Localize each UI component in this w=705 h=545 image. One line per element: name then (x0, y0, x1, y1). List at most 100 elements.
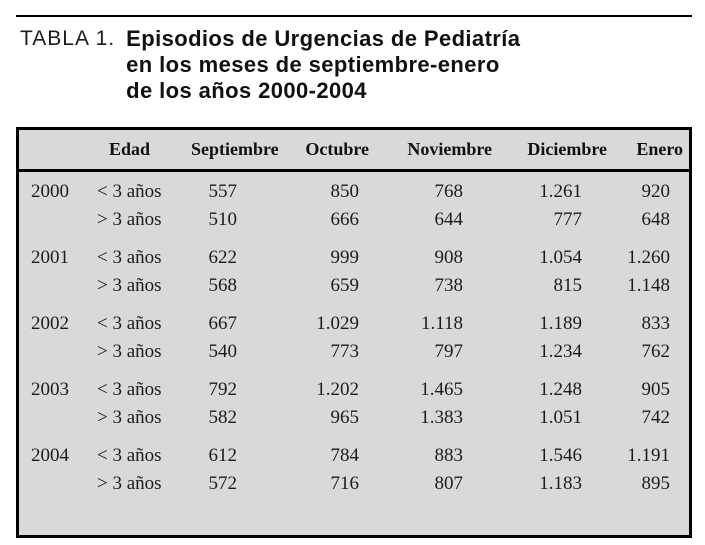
value-cell: 582 (208, 407, 238, 428)
year-cell (19, 206, 91, 234)
header-octubre: Octubre (305, 138, 369, 159)
value-cell: 644 (434, 209, 464, 230)
edad-cell: < 3 años (97, 445, 162, 466)
value-cell: 965 (330, 407, 360, 428)
value-cell: 557 (208, 181, 238, 202)
group-spacer-row (19, 300, 689, 310)
year-cell: 2001 (31, 247, 69, 268)
spacer-cell (19, 300, 689, 310)
value-cell: 1.029 (316, 313, 359, 334)
table-number-label: TABLA 1. (20, 27, 116, 50)
value-cell: 1.189 (539, 313, 582, 334)
title-line-1: Episodios de Urgencias de Pediatría (126, 26, 521, 51)
year-cell: 2000 (31, 181, 69, 202)
value-cell: 666 (330, 209, 360, 230)
year-cell: 2004 (31, 445, 69, 466)
title-line-2: en los meses de septiembre-enero (126, 52, 500, 77)
table-row-2002-under3: 2002 < 3 años 667 1.029 1.118 1.189 833 (19, 310, 689, 338)
header-diciembre: Diciembre (527, 138, 607, 159)
edad-cell: < 3 años (97, 313, 162, 334)
value-cell: 1.383 (420, 407, 463, 428)
value-cell: 815 (553, 275, 583, 296)
value-cell: 1.248 (539, 379, 582, 400)
year-cell (19, 470, 91, 498)
value-cell: 667 (208, 313, 238, 334)
value-cell: 883 (434, 445, 464, 466)
title-line-3: de los años 2000-2004 (126, 78, 367, 103)
value-cell: 540 (208, 341, 238, 362)
value-cell: 797 (434, 341, 464, 362)
edad-cell: < 3 años (97, 181, 162, 202)
value-cell: 833 (641, 313, 671, 334)
value-cell: 908 (434, 247, 464, 268)
table-title: Episodios de Urgencias de Pediatría en l… (126, 26, 520, 104)
value-cell: 738 (434, 275, 464, 296)
header-septiembre: Septiembre (191, 138, 279, 159)
header-row: Edad Septiembre Octubre Noviembre Diciem… (19, 130, 689, 170)
header-edad: Edad (109, 138, 151, 159)
year-cell (19, 338, 91, 366)
table-row-2000-under3: 2000 < 3 años 557 850 768 1.261 920 (19, 178, 689, 206)
value-cell: 1.546 (539, 445, 582, 466)
value-cell: 568 (208, 275, 238, 296)
value-cell: 762 (641, 341, 671, 362)
value-cell: 999 (330, 247, 360, 268)
spacer-cell (19, 234, 689, 244)
table-row-2000-over3: > 3 años 510 666 644 777 648 (19, 206, 689, 234)
edad-cell: > 3 años (97, 341, 162, 362)
edad-cell: > 3 años (97, 209, 162, 230)
header-noviembre: Noviembre (407, 138, 492, 159)
value-cell: 777 (553, 209, 583, 230)
value-cell: 768 (434, 181, 464, 202)
value-cell: 1.148 (627, 275, 670, 296)
year-cell: 2003 (31, 379, 69, 400)
value-cell: 572 (208, 473, 238, 494)
value-cell: 1.051 (539, 407, 582, 428)
value-cell: 1.260 (627, 247, 670, 268)
value-cell: 716 (330, 473, 360, 494)
year-cell (19, 404, 91, 432)
value-cell: 920 (641, 181, 671, 202)
value-cell: 850 (330, 181, 360, 202)
episodes-table: Edad Septiembre Octubre Noviembre Diciem… (19, 130, 689, 498)
value-cell: 1.202 (316, 379, 359, 400)
table-row-2004-over3: > 3 años 572 716 807 1.183 895 (19, 470, 689, 498)
data-table-panel: Edad Septiembre Octubre Noviembre Diciem… (16, 127, 692, 538)
edad-cell: < 3 años (97, 379, 162, 400)
table-caption: TABLA 1. Episodios de Urgencias de Pedia… (20, 26, 520, 104)
group-spacer-row (19, 366, 689, 376)
value-cell: 1.261 (539, 181, 582, 202)
value-cell: 895 (641, 473, 671, 494)
year-cell: 2002 (31, 313, 69, 334)
edad-cell: > 3 años (97, 407, 162, 428)
value-cell: 1.054 (539, 247, 582, 268)
edad-cell: < 3 años (97, 247, 162, 268)
value-cell: 784 (330, 445, 360, 466)
group-spacer-row (19, 234, 689, 244)
header-year-spacer (19, 130, 91, 170)
value-cell: 792 (208, 379, 238, 400)
group-spacer-row (19, 170, 689, 178)
value-cell: 648 (641, 209, 671, 230)
value-cell: 1.183 (539, 473, 582, 494)
value-cell: 510 (208, 209, 238, 230)
table-row-2004-under3: 2004 < 3 años 612 784 883 1.546 1.191 (19, 442, 689, 470)
table-row-2001-under3: 2001 < 3 años 622 999 908 1.054 1.260 (19, 244, 689, 272)
value-cell: 622 (208, 247, 238, 268)
year-cell (19, 272, 91, 300)
spacer-cell (19, 170, 689, 178)
table-row-2001-over3: > 3 años 568 659 738 815 1.148 (19, 272, 689, 300)
group-spacer-row (19, 432, 689, 442)
table-row-2003-under3: 2003 < 3 años 792 1.202 1.465 1.248 905 (19, 376, 689, 404)
value-cell: 1.465 (420, 379, 463, 400)
spacer-cell (19, 432, 689, 442)
value-cell: 1.118 (420, 313, 463, 334)
value-cell: 807 (434, 473, 464, 494)
table-row-2003-over3: > 3 años 582 965 1.383 1.051 742 (19, 404, 689, 432)
value-cell: 612 (208, 445, 238, 466)
edad-cell: > 3 años (97, 473, 162, 494)
header-enero: Enero (636, 138, 683, 159)
value-cell: 659 (330, 275, 360, 296)
value-cell: 1.234 (539, 341, 582, 362)
value-cell: 1.191 (627, 445, 670, 466)
